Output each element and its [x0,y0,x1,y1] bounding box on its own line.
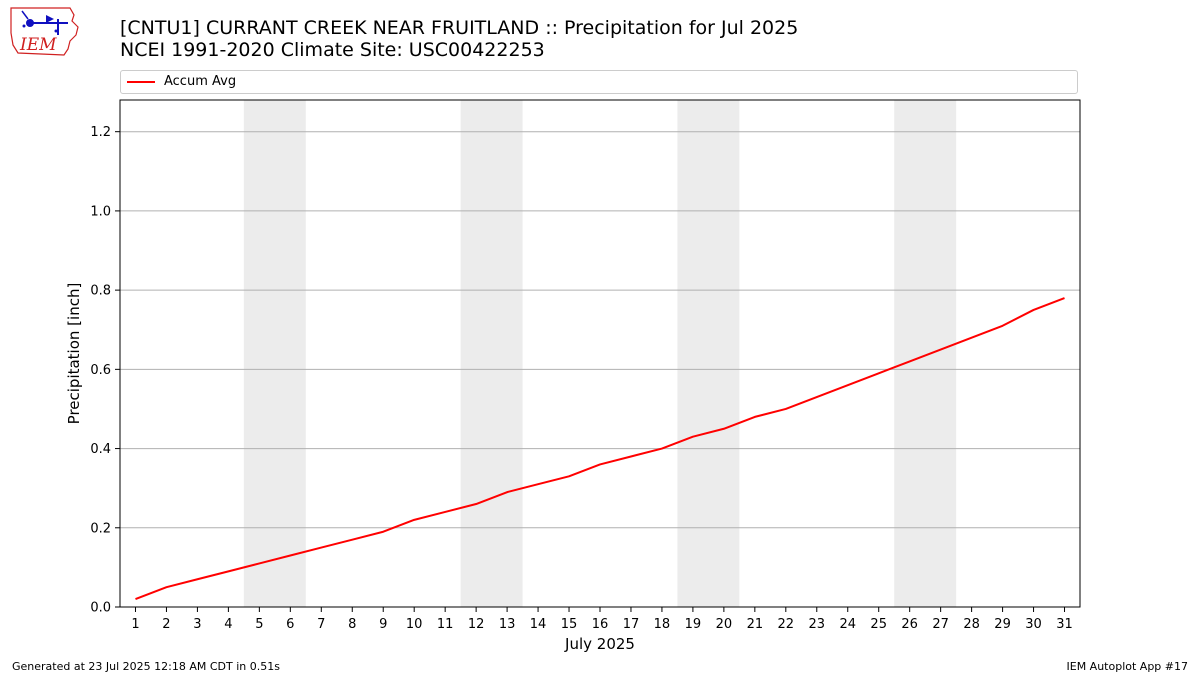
x-tick-label: 22 [778,617,795,632]
x-tick-label: 12 [468,617,485,632]
weekend-band [677,100,740,607]
y-tick-label: 0.4 [90,442,111,457]
iem-logo: IEM [10,7,79,56]
x-tick-label: 15 [561,617,578,632]
x-tick-label: 8 [348,617,356,632]
chart-subtitle: NCEI 1991-2020 Climate Site: USC00422253 [120,39,545,61]
x-tick-label: 30 [1025,617,1042,632]
x-tick-label: 18 [654,617,671,632]
x-tick-label: 20 [716,617,733,632]
x-tick-label: 17 [623,617,640,632]
y-tick-label: 0.0 [90,601,111,616]
legend-label-accum-avg: Accum Avg [164,74,237,89]
x-tick-label: 14 [530,617,547,632]
generated-timestamp: Generated at 23 Jul 2025 12:18 AM CDT in… [12,660,280,673]
y-tick-label: 1.2 [90,125,111,140]
x-tick-label: 29 [994,617,1011,632]
y-tick-label: 1.0 [90,204,111,219]
x-tick-label: 23 [809,617,826,632]
x-tick-label: 4 [224,617,232,632]
legend-swatch-accum-avg [127,81,155,83]
x-tick-label: 1 [131,617,139,632]
x-tick-label: 11 [437,617,454,632]
x-tick-label: 2 [162,617,170,632]
chart-title: [CNTU1] CURRANT CREEK NEAR FRUITLAND :: … [120,17,799,39]
series-line-accum-avg [135,297,1065,601]
iem-logo-text: IEM [19,35,57,55]
y-axis-label: Precipitation [inch] [65,283,83,425]
chart-legend: Accum Avg [120,70,1078,94]
x-tick-label: 24 [839,617,856,632]
weekend-band [460,100,523,607]
x-tick-label: 26 [901,617,918,632]
y-tick-label: 0.8 [90,284,111,299]
x-tick-label: 5 [255,617,263,632]
y-tick-label: 0.6 [90,363,111,378]
x-tick-label: 9 [379,617,387,632]
weather-station-icon [21,10,68,35]
x-tick-label: 28 [963,617,980,632]
x-tick-label: 21 [747,617,764,632]
x-tick-label: 16 [592,617,609,632]
x-tick-label: 19 [685,617,702,632]
x-tick-label: 10 [406,617,423,632]
x-tick-label: 31 [1056,617,1073,632]
x-tick-label: 27 [932,617,949,632]
weekend-band [243,100,306,607]
x-tick-label: 6 [286,617,294,632]
x-tick-label: 25 [870,617,887,632]
weekend-band [894,100,957,607]
autoplot-app-label: IEM Autoplot App #17 [1066,660,1189,673]
x-tick-label: 13 [499,617,516,632]
x-tick-label: 3 [193,617,201,632]
x-axis-label: July 2025 [564,635,635,653]
x-tick-label: 7 [317,617,325,632]
y-tick-label: 0.2 [90,521,111,536]
